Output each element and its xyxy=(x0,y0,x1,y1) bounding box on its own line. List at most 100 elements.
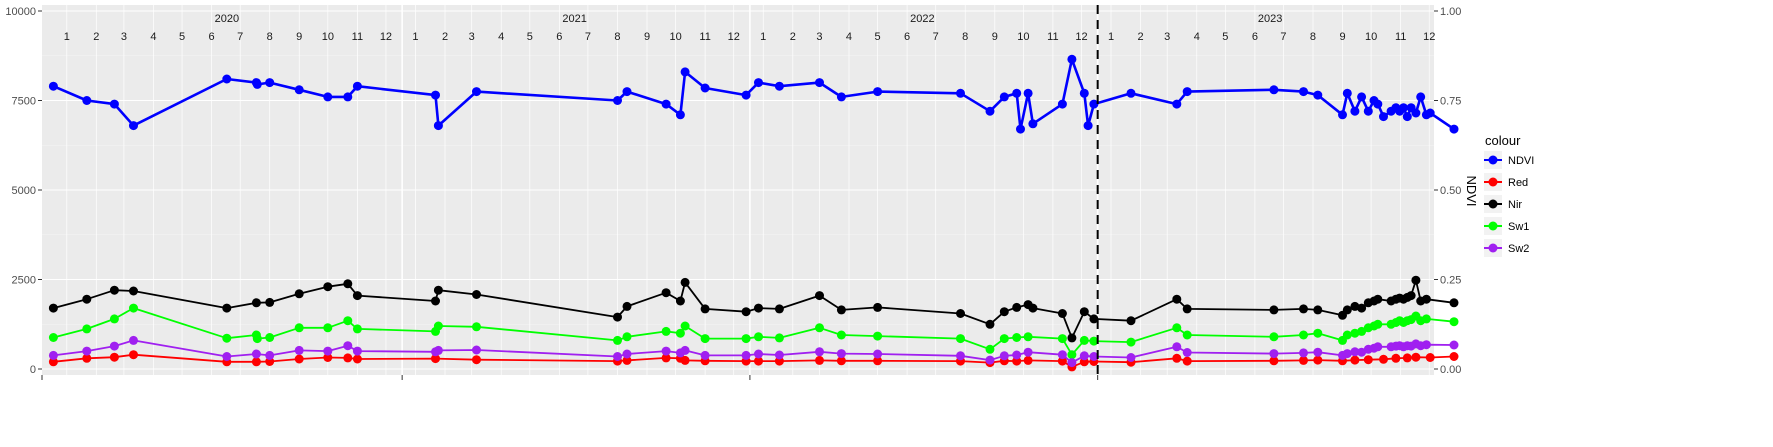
data-point-ndvi xyxy=(129,121,138,131)
data-point-ndvi xyxy=(613,96,622,105)
data-point-sw1 xyxy=(1172,323,1182,333)
data-point-sw2 xyxy=(251,349,261,359)
legend-label: Sw2 xyxy=(1508,243,1529,255)
data-point-red xyxy=(431,354,440,364)
data-point-red xyxy=(622,355,632,365)
data-point-nir xyxy=(985,319,995,329)
data-point-ndvi xyxy=(1402,112,1412,122)
year-label: 2023 xyxy=(1258,13,1282,25)
data-point-sw1 xyxy=(252,334,262,344)
data-point-red xyxy=(323,353,333,362)
data-point-ndvi xyxy=(109,99,119,109)
data-point-sw2 xyxy=(613,352,622,361)
y-tick-label: 2500 xyxy=(12,275,36,287)
data-point-sw1 xyxy=(700,334,710,344)
data-point-red xyxy=(1023,355,1033,365)
data-point-ndvi xyxy=(1373,99,1383,109)
month-label: 4 xyxy=(150,31,156,43)
data-point-sw2 xyxy=(1126,353,1136,362)
data-point-ndvi xyxy=(1425,108,1435,118)
data-point-sw1 xyxy=(622,332,632,342)
series-ndvi xyxy=(48,54,1459,134)
data-point-red xyxy=(1402,353,1412,363)
data-point-nir xyxy=(613,312,622,322)
data-point-sw1 xyxy=(433,321,443,331)
series-sw2 xyxy=(48,335,1459,368)
month-labels: 1 2 3 4 5 6 7 8 9 10 11 12 1 2 3 4 5 6 7 8 9 10 11 12 1 2 3 4 5 6 7 8 9 1… xyxy=(64,31,1436,43)
legend-label: Nir xyxy=(1508,199,1522,211)
data-point-ndvi xyxy=(1028,119,1038,129)
data-point-red xyxy=(680,355,690,365)
data-point-sw2 xyxy=(433,345,443,355)
major-gridlines xyxy=(42,10,1434,370)
data-point-ndvi xyxy=(1357,92,1367,102)
data-point-ndvi xyxy=(1012,88,1022,98)
month-label: 12 xyxy=(380,31,392,43)
month-label: 3 xyxy=(121,31,127,43)
data-point-sw2 xyxy=(836,349,846,359)
data-point-ndvi xyxy=(1083,121,1093,131)
data-point-ndvi xyxy=(873,87,883,97)
data-point-sw2 xyxy=(1269,349,1279,359)
data-point-sw2 xyxy=(1313,347,1323,357)
month-label: 11 xyxy=(1395,31,1406,43)
month-label: 3 xyxy=(816,31,822,43)
month-label: 5 xyxy=(1222,31,1228,43)
data-point-ndvi xyxy=(1182,87,1192,97)
legend-key-point xyxy=(1488,199,1498,209)
y-axis-right: 0.00 0.25 0.50 0.75 1.00 xyxy=(1434,6,1461,376)
data-point-sw2 xyxy=(1373,342,1383,352)
data-point-sw1 xyxy=(836,330,846,340)
data-point-ndvi xyxy=(999,92,1009,102)
data-point-sw1 xyxy=(265,333,275,342)
data-point-nir xyxy=(1067,333,1077,343)
data-point-sw2 xyxy=(1449,340,1459,350)
legend-item-red: Red xyxy=(1484,173,1528,191)
data-point-nir xyxy=(836,305,846,315)
month-label: 8 xyxy=(1310,31,1316,43)
data-point-nir xyxy=(1373,294,1383,304)
data-point-sw2 xyxy=(873,349,883,359)
data-point-nir xyxy=(433,285,443,295)
data-point-nir xyxy=(323,282,333,292)
data-point-sw2 xyxy=(956,351,965,361)
data-point-ndvi xyxy=(836,92,846,102)
data-point-ndvi xyxy=(48,81,58,91)
y2-tick-label: 0.50 xyxy=(1440,185,1461,197)
month-label: 10 xyxy=(669,31,681,43)
data-point-sw2 xyxy=(1057,350,1067,360)
data-point-ndvi xyxy=(1411,108,1421,118)
y-tick-label: 0 xyxy=(30,364,36,376)
month-label: 11 xyxy=(1047,31,1058,43)
data-point-nir xyxy=(129,286,138,296)
data-point-nir xyxy=(1342,305,1352,315)
data-point-sw1 xyxy=(873,331,883,341)
month-label: 6 xyxy=(556,31,562,43)
month-label: 7 xyxy=(237,31,243,43)
data-point-ndvi xyxy=(1350,106,1360,116)
month-label: 8 xyxy=(267,31,273,43)
y-tick-label: 5000 xyxy=(12,185,36,197)
month-label: 6 xyxy=(209,31,215,43)
month-label: 9 xyxy=(644,31,650,43)
data-point-nir xyxy=(1313,305,1323,315)
year-label: 2021 xyxy=(562,13,586,25)
data-point-ndvi xyxy=(774,81,784,91)
year-labels: 2020 2021 2022 2023 xyxy=(215,13,1283,25)
data-point-sw2 xyxy=(661,346,671,356)
data-point-ndvi xyxy=(265,78,275,88)
data-point-ndvi xyxy=(1338,110,1347,120)
year-label: 2022 xyxy=(910,13,934,25)
data-point-ndvi xyxy=(661,99,671,109)
data-point-nir xyxy=(251,298,261,308)
data-point-ndvi xyxy=(1299,87,1308,97)
data-point-ndvi xyxy=(433,121,443,131)
month-label: 1 xyxy=(760,31,766,43)
data-point-sw2 xyxy=(472,345,481,355)
legend-key-point xyxy=(1488,177,1498,187)
data-point-sw2 xyxy=(1342,349,1352,359)
legend-items: NDVI Red Nir Sw1 Sw2 xyxy=(1484,151,1534,257)
data-point-sw2 xyxy=(222,352,232,361)
data-point-red xyxy=(251,357,261,367)
month-label: 7 xyxy=(585,31,591,43)
